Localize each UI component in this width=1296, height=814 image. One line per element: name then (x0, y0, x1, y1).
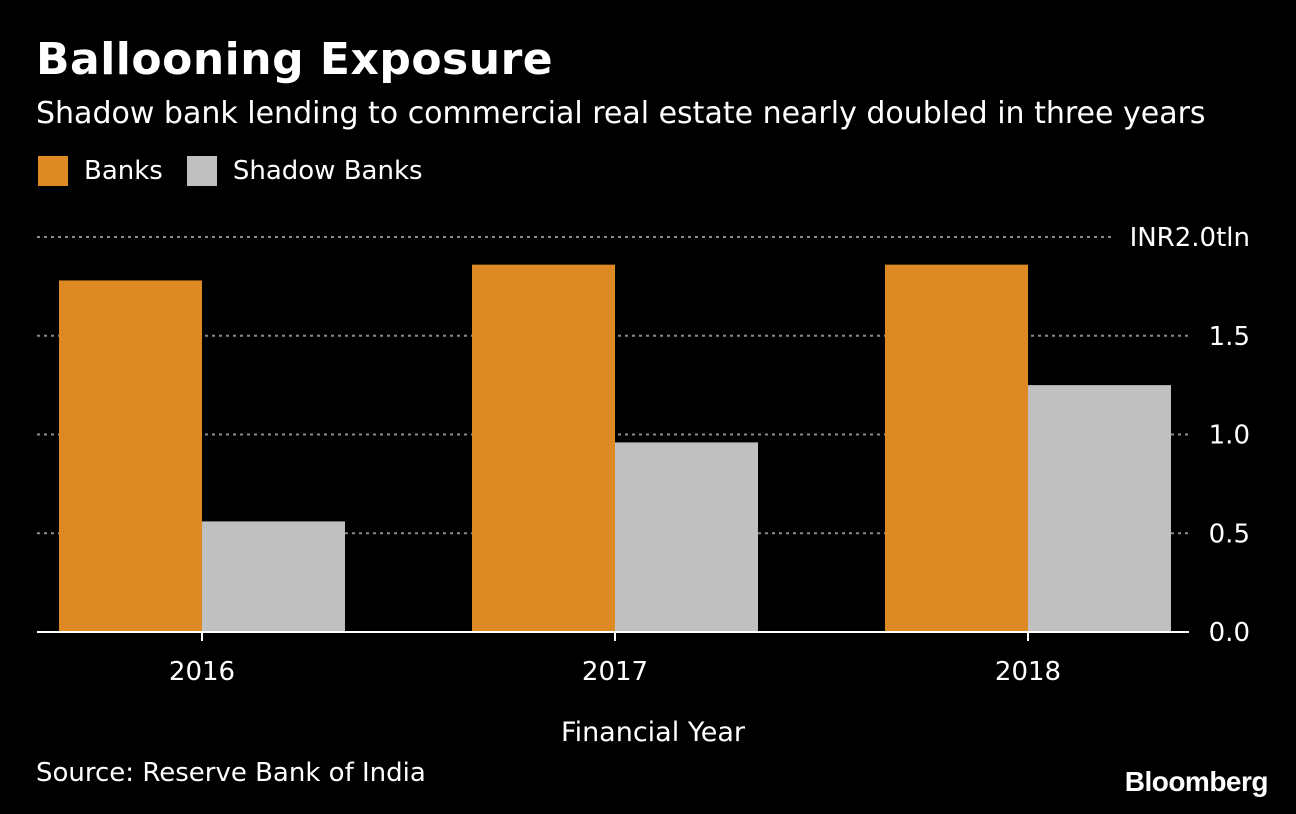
y-tick-label: INR2.0tln (1130, 223, 1250, 253)
bar-banks-2018 (885, 264, 1028, 632)
bar-banks-2017 (472, 264, 615, 632)
legend-item-shadow-banks: Shadow Banks (186, 156, 423, 186)
chart-title: Ballooning Exposure (36, 34, 554, 85)
legend-item-banks: Banks (38, 156, 163, 186)
x-axis-title: Financial Year (561, 717, 746, 748)
y-tick-label: 0.5 (1209, 519, 1250, 549)
chart-subtitle: Shadow bank lending to commercial real e… (36, 96, 1206, 131)
bar-shadow-banks-2016 (202, 521, 345, 632)
x-tick-label: 2016 (169, 657, 235, 687)
bars (59, 264, 1171, 632)
x-axis-ticks: 2016 2017 2018 (169, 632, 1061, 687)
bar-banks-2016 (59, 280, 202, 632)
y-tick-label: 1.0 (1209, 421, 1250, 451)
legend-swatch-shadow-banks (186, 156, 217, 186)
x-tick-label: 2018 (995, 657, 1061, 687)
legend-swatch-banks (38, 156, 68, 186)
bloomberg-logo: Bloomberg (1124, 766, 1269, 797)
y-axis-ticks: 0.0 0.5 1.0 1.5 INR2.0tln (1130, 223, 1250, 648)
legend-label-banks: Banks (84, 156, 163, 186)
bar-shadow-banks-2018 (1028, 385, 1171, 632)
y-tick-label: 1.5 (1209, 322, 1250, 352)
source-note: Source: Reserve Bank of India (36, 758, 426, 788)
x-tick-label: 2017 (582, 657, 648, 687)
bar-shadow-banks-2017 (615, 442, 758, 632)
legend: Banks Shadow Banks (38, 156, 447, 186)
y-tick-label: 0.0 (1209, 618, 1250, 648)
legend-label-shadow-banks: Shadow Banks (232, 156, 423, 186)
